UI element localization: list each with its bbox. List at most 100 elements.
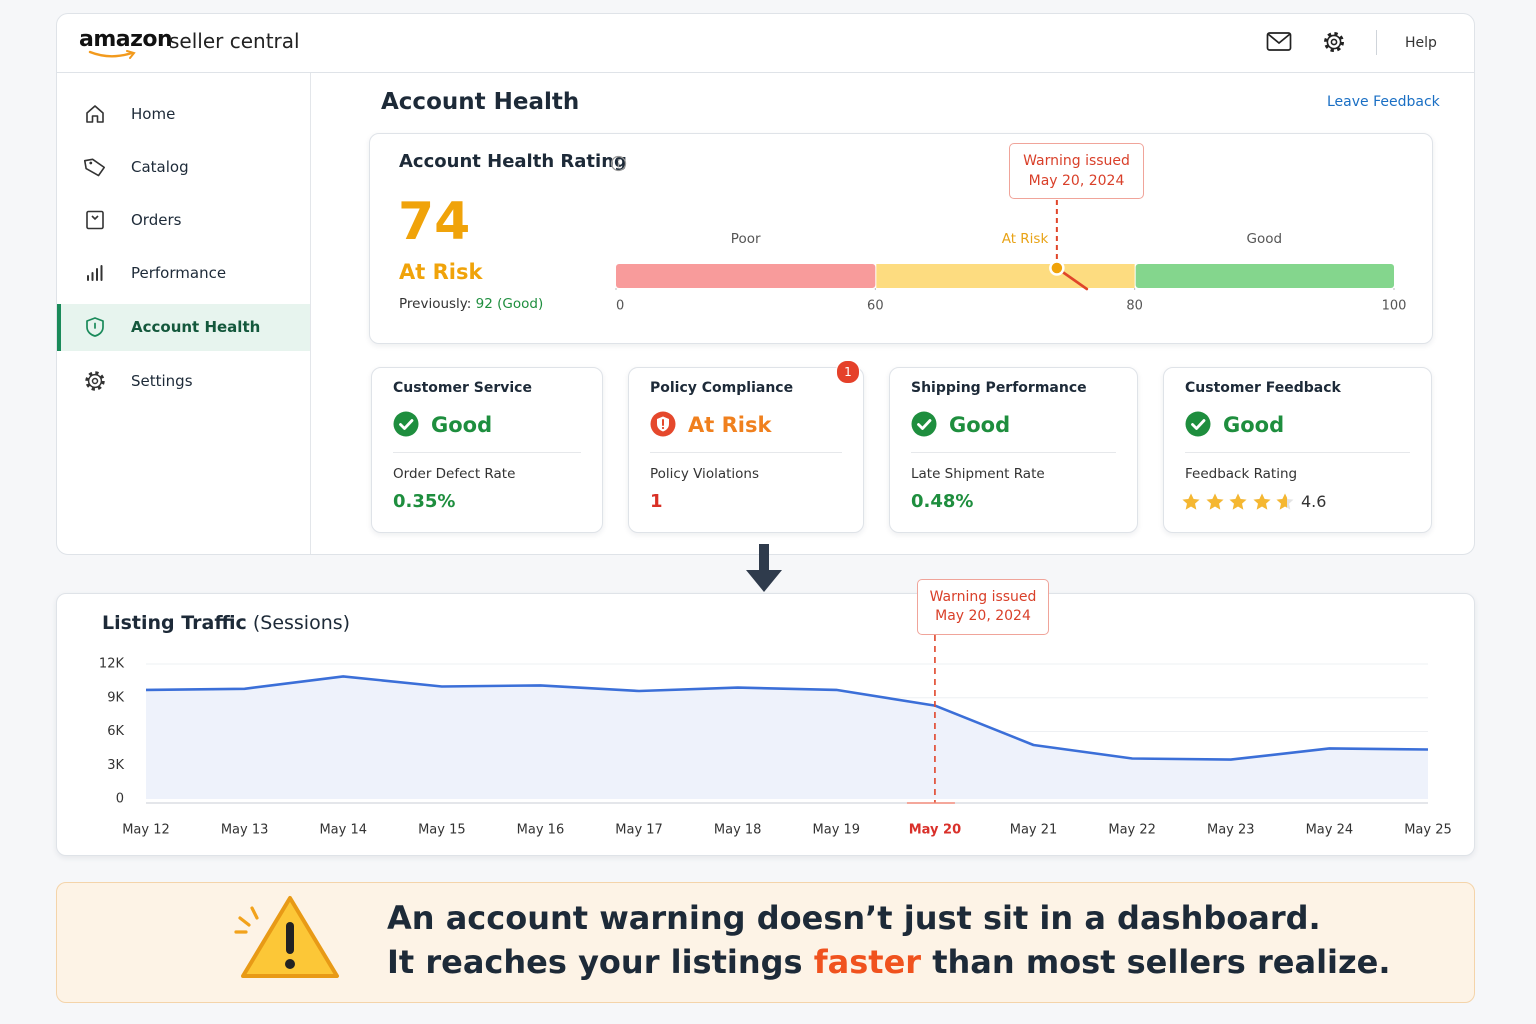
metric-label: Policy Violations [650,466,759,482]
gauge-zone [876,264,1135,288]
gauge-zone [616,264,876,288]
warning-icon [234,896,339,978]
chart-title: Listing Traffic [102,612,247,634]
area [146,676,1428,799]
callout-line: Warning issued [929,589,1037,605]
metric-value: 0.48% [911,491,974,512]
chart-heading: Listing Traffic (Sessions) [102,611,350,635]
x-tick-label: May 16 [517,823,565,838]
x-tick-label: May 19 [813,823,861,838]
y-tick-label: 0 [116,792,124,807]
previous-label: Previously: [399,296,472,312]
rating-star [1276,493,1294,510]
nav-label: Settings [131,372,193,390]
y-tick-label: 12K [99,657,125,672]
callout-line: May 20, 2024 [935,608,1031,624]
gauge-zone [1135,264,1394,288]
metric-divider [393,452,581,453]
gauge-tick-label: 100 [1382,299,1407,314]
gauge-marker [1049,260,1065,276]
page-title: Account Health [381,89,580,115]
check-icon [911,411,937,437]
home-icon [86,105,104,123]
nav-item[interactable]: Catalog [57,144,310,191]
x-tick-label: May 22 [1108,823,1156,838]
rating-status: At Risk [399,260,483,284]
x-tick-label: May 25 [1404,823,1452,838]
settings-icon[interactable] [1322,30,1346,54]
nav-item[interactable]: Account Health [57,304,310,351]
rating-score: 74 [398,192,471,252]
rating-star [1182,493,1200,510]
rating-star [1206,493,1223,510]
y-tick-label: 3K [107,758,124,773]
nav-item[interactable]: Orders [57,197,310,244]
gauge-zone-label: At Risk [1002,231,1049,247]
x-tick-label: May 17 [615,823,663,838]
metric-title: Shipping Performance [911,380,1087,396]
x-tick-label: May 18 [714,823,762,838]
mail-icon[interactable] [1266,31,1292,53]
x-tick-label: May 21 [1010,823,1058,838]
previous-value: 92 (Good) [475,296,544,312]
nav-label: Account Health [131,318,261,336]
rating-title: Account Health Rating [399,151,627,172]
banner-line: An account warning doesn’t just sit in a… [387,899,1321,937]
performance-icon [87,265,103,281]
banner-highlight: faster [813,943,922,981]
nav-item[interactable]: Settings [57,358,310,405]
metric-divider [650,452,842,453]
metric-label: Order Defect Rate [393,466,516,482]
sidebar-divider [310,73,311,554]
gauge-zone-label: Good [1247,231,1283,247]
catalog-icon [83,158,106,177]
metric-label: Feedback Rating [1185,466,1298,482]
gauge-tick-label: 0 [616,299,624,314]
info-icon[interactable] [610,155,627,172]
metric-title: Customer Feedback [1185,380,1341,396]
gauge-tick-label: 80 [1126,299,1143,314]
nav-label: Catalog [131,158,189,176]
check-icon [393,411,419,437]
shield-icon [86,317,104,337]
chart-callout: Warning issued May 20, 2024 [917,579,1049,635]
banner-line: It reaches your listings faster than mos… [387,942,1390,982]
nav-item[interactable]: Home [57,91,310,138]
nav-label: Home [131,105,176,123]
x-tick-label: May 20 [909,823,961,838]
brand-smile [88,50,136,59]
metric-value: 1 [650,491,663,512]
callout-line: May 20, 2024 [1028,173,1125,189]
metric-value: 0.35% [393,491,456,512]
rating-card [369,133,1433,344]
metric-status: At Risk [688,413,772,437]
y-tick-label: 9K [107,690,124,705]
chart-subtitle: (Sessions) [252,612,351,634]
nav-label: Orders [131,211,182,229]
metric-divider [1185,452,1410,453]
metric-label: Late Shipment Rate [911,466,1045,482]
metric-value: 4.6 [1301,492,1327,511]
y-tick-label: 6K [107,724,124,739]
x-tick-label: May 12 [122,823,170,838]
alert-badge: 1 [836,360,860,384]
rating-star [1229,493,1247,510]
x-tick-label: May 14 [319,823,367,838]
line [145,675,1429,761]
metric-card [628,367,864,533]
brand[interactable]: amazon [79,27,173,52]
settings-icon [85,371,105,391]
banner-text: than most sellers realize. [921,943,1391,981]
product-name: seller central [169,29,300,53]
nav-item[interactable]: Performance [57,250,310,297]
leave-feedback-link[interactable]: Leave Feedback [1327,94,1440,110]
check-icon [1185,411,1211,437]
x-tick-label: May 13 [221,823,269,838]
metric-status: Good [949,413,1011,437]
help-link[interactable]: Help [1405,35,1437,51]
down-arrow [746,544,782,592]
x-tick-label: May 15 [418,823,466,838]
